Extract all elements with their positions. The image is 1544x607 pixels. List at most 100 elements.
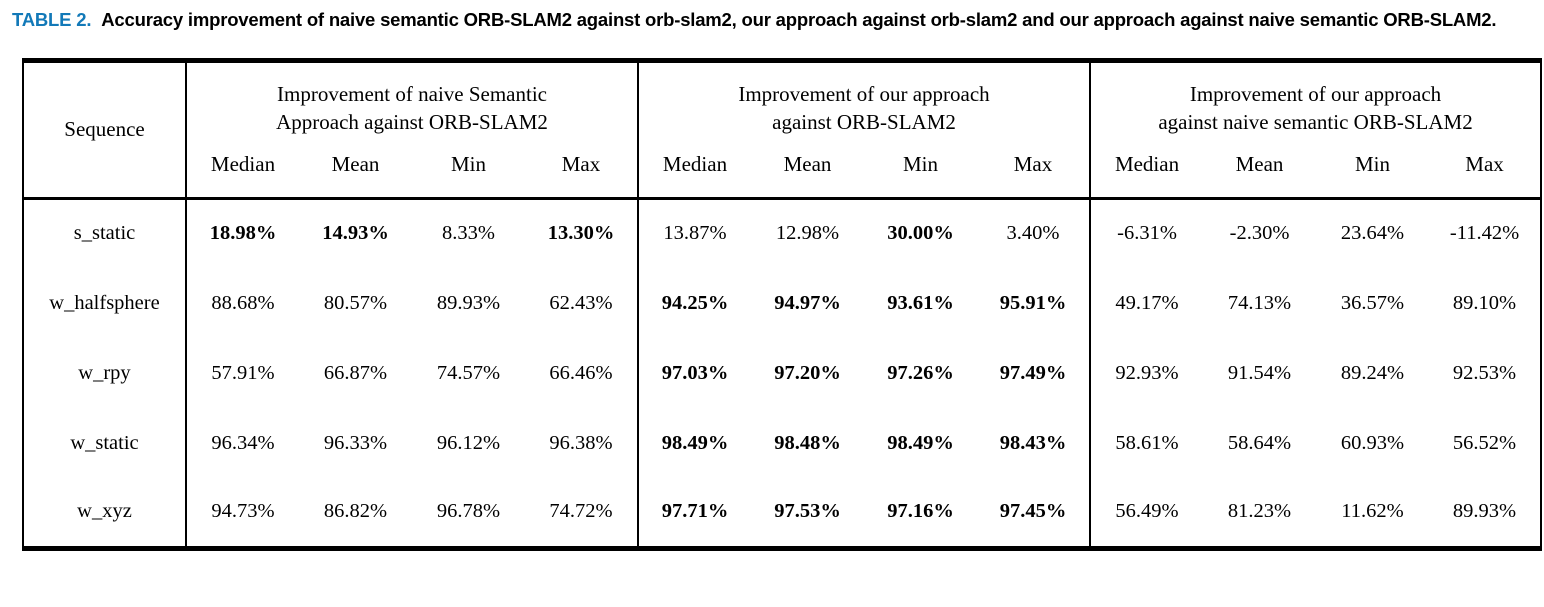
row-label: w_halfsphere (49, 291, 160, 314)
group-title-line: Improvement of naive Semantic (277, 82, 547, 107)
table-cell: 30.00% (887, 222, 954, 245)
group-title-line: against ORB-SLAM2 (772, 110, 956, 135)
table-caption: TABLE 2. Accuracy improvement of naive se… (0, 0, 1544, 32)
table-cell: 97.71% (637, 478, 751, 549)
table-cell: 18.98% (185, 198, 299, 269)
group-title-line: Improvement of our approach (738, 82, 990, 107)
table-cell: 14.93% (322, 222, 389, 245)
table-cell: 89.93% (1452, 500, 1517, 523)
table-cell: 91.54% (1227, 361, 1292, 384)
stat-header-median-g2: Median (637, 144, 751, 199)
table-cell: 96.78% (436, 500, 501, 523)
table-cell: 58.64% (1227, 431, 1292, 454)
table-cell: 62.43% (549, 291, 613, 314)
table-caption-text: Accuracy improvement of naive semantic O… (101, 9, 1497, 30)
table-cell: 74.13% (1227, 291, 1292, 314)
table-cell: 11.62% (1341, 500, 1404, 523)
table-cell: 13.87% (637, 198, 751, 269)
table-header: Sequence Improvement of naive Semantic A… (23, 60, 1542, 199)
table-cell: 81.23% (1227, 500, 1292, 523)
table-cell: 57.91% (185, 338, 299, 409)
table-cell: 80.57% (323, 291, 388, 314)
row-label: w_xyz (77, 500, 132, 523)
table-cell: 95.91% (999, 291, 1067, 314)
table-cell: 97.53% (774, 500, 841, 523)
stat-header-max-g1: Max (561, 151, 601, 176)
table-cell: 98.43% (999, 431, 1067, 454)
table-caption-label: TABLE 2. (12, 9, 92, 30)
table-cell: 97.45% (999, 500, 1067, 523)
table-cell: 36.57% (1340, 291, 1405, 314)
group-title-line: Approach against ORB-SLAM2 (276, 110, 548, 135)
table-cell: 94.25% (637, 268, 751, 339)
table-cell: 89.24% (1340, 361, 1405, 384)
table-cell: 66.87% (323, 361, 388, 384)
table-body: s_static 18.98% 14.93% 8.33% 13.30% 13.8… (23, 198, 1541, 549)
table-cell: 98.49% (887, 431, 954, 454)
stat-header-min-g2: Min (902, 151, 938, 176)
table-cell: 58.61% (1089, 408, 1204, 479)
table-cell: 96.33% (323, 431, 388, 454)
table-cell: 97.26% (887, 361, 954, 384)
table-cell: -2.30% (1229, 222, 1290, 245)
stat-header-mean-g2: Mean (783, 151, 832, 176)
table-cell: -11.42% (1449, 222, 1520, 245)
group-header-ours-vs-orbslam2: Improvement of our approach against ORB-… (636, 60, 1091, 145)
table-row: w_xyz 94.73% 86.82% 96.78% 74.72% 97.71%… (23, 478, 1541, 549)
table-cell: 97.49% (999, 361, 1067, 384)
row-label: w_static (70, 431, 139, 454)
stat-header-median-g1: Median (210, 151, 276, 176)
table-cell: 94.73% (185, 478, 299, 549)
stat-header-row: Median Mean Min Max Median Mean Min Max … (23, 144, 1541, 199)
table-cell: 88.68% (185, 268, 299, 339)
row-label: s_static (73, 222, 136, 245)
table-cell: 12.98% (775, 222, 840, 245)
table-cell: 86.82% (323, 500, 388, 523)
group-title-line: against naive semantic ORB-SLAM2 (1158, 110, 1473, 135)
table-row: w_static 96.34% 96.33% 96.12% 96.38% 98.… (23, 408, 1541, 479)
table-cell: 56.52% (1452, 431, 1517, 454)
row-label: w_rpy (78, 361, 131, 384)
table-cell: 74.57% (436, 361, 501, 384)
table-cell: 74.72% (549, 500, 613, 523)
table-cell: 93.61% (887, 291, 954, 314)
stat-header-min-g1: Min (450, 151, 486, 176)
stat-header-max-g2: Max (1013, 151, 1053, 176)
table-cell: 8.33% (442, 222, 495, 245)
table-cell: 66.46% (549, 361, 613, 384)
table-cell: 89.93% (436, 291, 501, 314)
table-cell: 92.53% (1452, 361, 1517, 384)
stat-header-median-g3: Median (1089, 144, 1204, 199)
table-cell: 23.64% (1340, 222, 1405, 245)
table-cell: -6.31% (1089, 198, 1204, 269)
table-cell: 89.10% (1452, 291, 1517, 314)
table-cell: 94.97% (774, 291, 841, 314)
table-row: w_halfsphere 88.68% 80.57% 89.93% 62.43%… (23, 268, 1541, 339)
table-cell: 97.03% (637, 338, 751, 409)
table-row: w_rpy 57.91% 66.87% 74.57% 66.46% 97.03%… (23, 338, 1541, 409)
stat-header-mean-g1: Mean (331, 151, 380, 176)
table-cell: 96.34% (185, 408, 299, 479)
column-header-sequence: Sequence (23, 60, 187, 199)
group-header-naive-vs-orbslam2: Improvement of naive Semantic Approach a… (186, 60, 638, 144)
table-row: s_static 18.98% 14.93% 8.33% 13.30% 13.8… (23, 198, 1541, 269)
table-cell: 92.93% (1089, 338, 1204, 409)
table-cell: 60.93% (1340, 431, 1405, 454)
table-cell: 56.49% (1089, 478, 1204, 549)
results-table: Sequence Improvement of naive Semantic A… (22, 57, 1543, 551)
table-cell: 3.40% (1006, 222, 1060, 245)
table-cell: 96.12% (436, 431, 501, 454)
group-header-row: Sequence Improvement of naive Semantic A… (23, 60, 1542, 199)
table-cell: 49.17% (1089, 268, 1204, 339)
group-title-line: Improvement of our approach (1189, 82, 1442, 107)
table-cell: 97.16% (887, 500, 954, 523)
group-header-ours-vs-naive: Improvement of our approach against naiv… (1089, 60, 1542, 145)
stat-header-min-g3: Min (1355, 151, 1391, 176)
table-cell: 96.38% (549, 431, 613, 454)
table-cell: 98.48% (774, 431, 841, 454)
table-cell: 98.49% (637, 408, 751, 479)
stat-header-max-g3: Max (1465, 151, 1504, 176)
table-cell: 13.30% (547, 222, 615, 245)
stat-header-mean-g3: Mean (1235, 151, 1284, 176)
